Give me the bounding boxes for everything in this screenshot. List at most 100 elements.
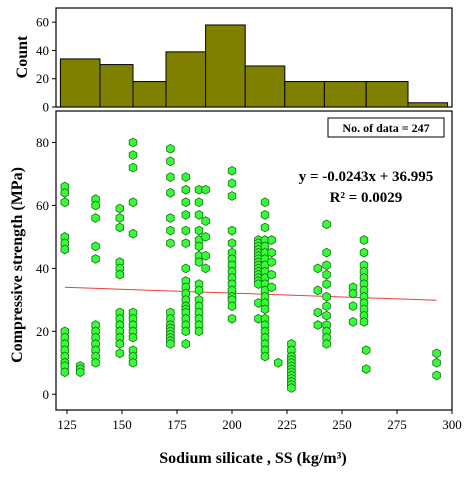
scatter-point xyxy=(194,197,204,208)
scatter-x-tick-label: 250 xyxy=(332,417,352,432)
histogram-y-tick-label: 0 xyxy=(43,100,50,115)
r-squared-value: R² = 0.0029 xyxy=(330,190,403,206)
histogram-bar xyxy=(323,81,367,108)
histogram-bar xyxy=(59,58,101,108)
scatter-point xyxy=(322,247,331,258)
scatter-point xyxy=(227,313,237,324)
scatter-x-tick-label: 125 xyxy=(57,417,77,432)
scatter-y-tick-label: 0 xyxy=(43,387,50,402)
scatter-point xyxy=(181,225,191,236)
scatter-point xyxy=(166,339,175,349)
scatter-point xyxy=(432,348,441,359)
histogram-bar xyxy=(284,81,325,108)
histogram-bar xyxy=(165,51,207,108)
scatter-point xyxy=(194,326,204,337)
histogram-bar xyxy=(244,65,286,108)
scatter-point xyxy=(181,263,191,274)
scatter-point xyxy=(115,213,125,223)
scatter-point xyxy=(75,367,85,378)
scatter-point xyxy=(260,197,270,208)
scatter-y-tick-label: 20 xyxy=(36,324,49,339)
scatter-point xyxy=(201,250,210,261)
scatter-point xyxy=(359,235,369,245)
scatter-points xyxy=(60,137,441,393)
scatter-point xyxy=(260,304,270,315)
scatter-point xyxy=(166,187,175,198)
data-count-box xyxy=(327,117,445,138)
regression-equation: y = -0.0243x + 36.995 xyxy=(299,169,434,185)
scatter-point xyxy=(227,225,237,236)
scatter-point xyxy=(128,162,138,173)
scatter-point xyxy=(267,247,276,258)
scatter-x-axis-title: Sodium silicate , SS (kg/m³) xyxy=(159,450,346,467)
histogram-bar xyxy=(365,81,409,108)
scatter-point xyxy=(227,191,237,201)
scatter-point xyxy=(166,172,175,182)
scatter-point xyxy=(267,282,276,293)
scatter-point xyxy=(267,269,276,280)
scatter-x-tick-label: 200 xyxy=(222,417,242,432)
scatter-point xyxy=(348,317,358,327)
scatter-point xyxy=(361,364,371,374)
data-count-legend: No. of data = 247 xyxy=(327,117,445,138)
scatter-x-tick-label: 300 xyxy=(442,417,462,432)
histogram-bar xyxy=(132,81,167,108)
scatter-point xyxy=(181,209,191,220)
scatter-point xyxy=(260,209,270,220)
histogram-panel: 0 20 40 60 Count xyxy=(14,7,453,115)
scatter-point xyxy=(348,288,358,299)
histogram-bar xyxy=(205,24,246,108)
scatter-point xyxy=(227,301,237,312)
scatter-point xyxy=(128,150,138,160)
scatter-x-tick-label: 225 xyxy=(277,417,297,432)
scatter-point xyxy=(322,301,331,312)
scatter-point xyxy=(322,279,331,289)
scatter-point xyxy=(361,345,371,356)
scatter-panel: 0 20 40 60 80 125 150 175 200 225 250 275 300 No. of… xyxy=(9,110,462,467)
scatter-point xyxy=(313,263,323,274)
scatter-point xyxy=(128,197,138,208)
scatter-point xyxy=(201,263,210,274)
scatter-y-tick-label: 40 xyxy=(36,261,49,276)
scatter-point xyxy=(115,269,125,280)
scatter-point xyxy=(201,232,210,242)
scatter-point xyxy=(194,241,204,252)
scatter-point xyxy=(91,200,100,211)
scatter-point xyxy=(267,257,276,267)
scatter-point xyxy=(359,317,369,327)
scatter-point xyxy=(322,291,331,302)
scatter-point xyxy=(60,197,70,208)
scatter-point xyxy=(322,339,331,349)
histogram-y-tick-label: 60 xyxy=(36,15,49,30)
scatter-point xyxy=(287,383,296,393)
scatter-y-tick-label: 80 xyxy=(36,135,49,150)
scatter-point xyxy=(227,165,237,176)
scatter-point xyxy=(273,357,283,368)
scatter-point xyxy=(181,339,191,349)
scatter-point xyxy=(432,357,441,368)
scatter-point xyxy=(194,257,204,267)
scatter-x-tick-label: 175 xyxy=(167,417,187,432)
scatter-y-axis-title: Compressive strength (MPa) xyxy=(9,167,26,363)
histogram-y-tick-label: 40 xyxy=(36,43,49,58)
scatter-ticks: 0 20 40 60 80 125 150 175 200 225 250 275 300 xyxy=(36,135,462,432)
histogram-bar xyxy=(407,102,449,108)
scatter-point xyxy=(115,348,125,359)
scatter-point xyxy=(115,222,125,233)
scatter-point xyxy=(181,238,191,249)
scatter-point xyxy=(313,320,323,330)
scatter-point xyxy=(181,184,191,195)
scatter-point xyxy=(60,244,70,255)
scatter-point xyxy=(128,332,138,343)
scatter-x-tick-label: 275 xyxy=(387,417,407,432)
scatter-point xyxy=(201,184,210,195)
scatter-point xyxy=(313,285,323,296)
scatter-frame xyxy=(55,110,453,411)
scatter-point xyxy=(260,222,270,233)
scatter-point xyxy=(166,225,175,236)
scatter-point xyxy=(128,228,138,239)
histogram-y-ticks: 0 20 40 60 xyxy=(36,15,56,115)
scatter-point xyxy=(348,301,358,312)
scatter-point xyxy=(181,326,191,337)
